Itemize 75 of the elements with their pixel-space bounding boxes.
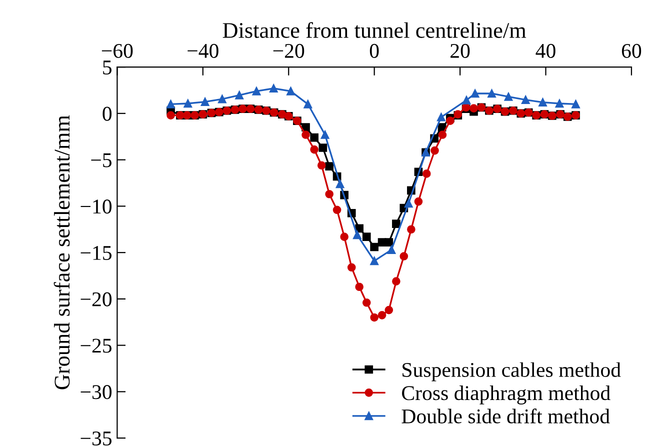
point	[325, 190, 334, 198]
point	[504, 92, 513, 101]
point	[310, 133, 318, 142]
point	[336, 180, 344, 188]
point	[555, 99, 564, 108]
point	[488, 89, 496, 98]
point	[387, 246, 396, 254]
point	[362, 232, 371, 241]
point	[235, 90, 244, 100]
y-tick-label: 0	[102, 106, 112, 121]
y-tick-label: −35	[80, 431, 112, 446]
point	[370, 256, 378, 266]
point	[378, 310, 386, 320]
y-tick-label: −15	[80, 246, 112, 260]
x-tick-label: 60	[622, 44, 642, 58]
y-tick-label: −25	[80, 338, 112, 353]
x-tick-label: 40	[536, 44, 556, 58]
point	[252, 87, 261, 96]
point	[304, 100, 312, 108]
point	[302, 130, 310, 139]
point	[437, 112, 446, 122]
point	[392, 277, 400, 286]
point	[218, 94, 226, 104]
point	[200, 98, 210, 106]
x-tick-label: 0	[370, 44, 379, 58]
point	[370, 313, 378, 322]
point	[446, 116, 454, 126]
point	[347, 263, 356, 272]
point	[404, 199, 413, 208]
point	[317, 161, 326, 170]
point	[538, 98, 547, 106]
x-tick-label: −60	[102, 44, 133, 58]
point	[320, 130, 330, 139]
point	[370, 242, 378, 252]
point	[521, 96, 530, 104]
x-axis-title: Distance from tunnel centreline/m	[222, 22, 526, 38]
point	[318, 144, 328, 152]
x-tick-label: −40	[188, 44, 218, 58]
legend-label: Cross diaphragm method	[402, 386, 610, 404]
point	[166, 111, 175, 120]
point	[332, 206, 342, 214]
point	[462, 96, 471, 104]
point	[392, 220, 400, 228]
point	[422, 170, 431, 178]
point	[353, 230, 362, 240]
point	[310, 145, 318, 154]
point	[384, 306, 394, 314]
point	[184, 99, 192, 108]
point	[438, 130, 447, 139]
y-tick-label: 5	[103, 60, 112, 74]
y-tick-label: −30	[80, 385, 112, 400]
point	[166, 100, 175, 108]
y-tick-label: −20	[80, 292, 112, 306]
point	[355, 282, 364, 292]
point	[286, 87, 295, 96]
point	[572, 100, 580, 108]
point	[470, 104, 478, 112]
y-tick-label: −5	[91, 153, 112, 168]
point	[362, 298, 371, 307]
point	[470, 89, 480, 98]
point	[400, 252, 408, 260]
y-axis-title: Ground surface settlement/mm	[54, 115, 70, 390]
legend-label: Suspension cables method	[402, 362, 621, 382]
point	[430, 146, 439, 155]
point	[407, 225, 416, 234]
point	[302, 123, 310, 132]
point	[384, 238, 394, 247]
point	[325, 162, 334, 170]
point	[269, 84, 278, 93]
x-tick-label: −20	[273, 44, 304, 58]
legend-label: Double side drift method	[402, 408, 610, 424]
point	[414, 197, 423, 206]
y-tick-label: −10	[80, 200, 112, 214]
x-tick-label: 20	[450, 44, 470, 58]
point	[340, 232, 348, 241]
